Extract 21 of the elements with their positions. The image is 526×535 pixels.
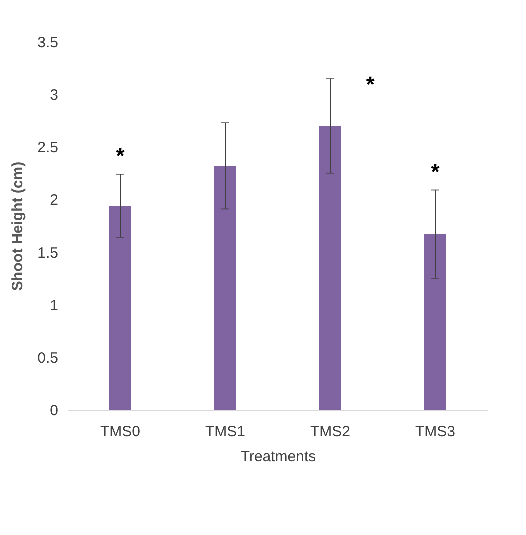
annotation: *: [116, 143, 126, 168]
bar: [424, 234, 446, 410]
y-axis-title: Shoot Height (cm): [10, 162, 27, 292]
x-tick-label: TMS3: [415, 424, 456, 440]
bar: [110, 206, 132, 410]
x-tick-label: TMS2: [310, 424, 351, 440]
bar: [320, 126, 342, 410]
annotation: *: [366, 72, 376, 97]
y-tick-label: 2.5: [38, 140, 58, 157]
x-tick-label: TMS1: [205, 424, 246, 440]
y-tick-label: 0: [50, 402, 58, 420]
y-tick-label: 3.5: [38, 34, 58, 52]
y-tick-label: 0.5: [38, 350, 58, 367]
annotation: *: [431, 159, 440, 184]
y-tick-label: 2: [50, 192, 58, 210]
y-tick-label: 1: [50, 297, 58, 314]
y-tick-label: 1.5: [38, 244, 58, 262]
y-tick-label: 3: [50, 87, 58, 104]
x-tick-label: TMS0: [100, 424, 141, 440]
bar: [214, 166, 236, 410]
x-axis-title: Treatments: [240, 448, 316, 466]
